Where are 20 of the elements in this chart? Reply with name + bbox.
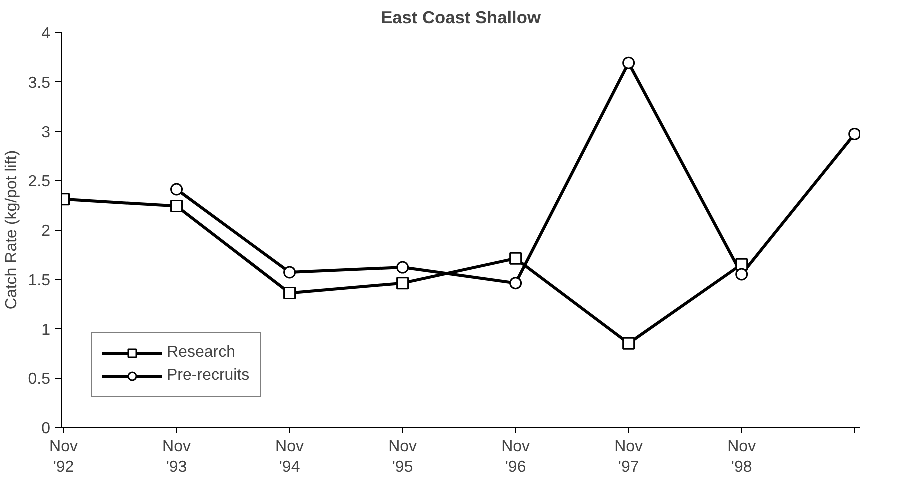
chart-title: East Coast Shallow xyxy=(381,8,542,28)
x-tick-label: Nov '96 xyxy=(502,438,530,476)
y-tick-label: 2.5 xyxy=(28,174,51,191)
x-tick-label: Nov '95 xyxy=(388,438,418,476)
y-tick-label: 1.5 xyxy=(28,272,51,290)
x-tick-label: Nov '93 xyxy=(162,438,191,476)
y-tick-label: 0.5 xyxy=(28,371,51,388)
y-axis-title: Catch Rate (kg/pot lift) xyxy=(3,150,20,310)
legend-label: Pre-recruits xyxy=(167,367,250,385)
y-tick-label: 0 xyxy=(42,420,51,438)
legend-label: Research xyxy=(167,344,236,362)
x-tick-label: Nov '97 xyxy=(614,438,644,476)
y-tick-label: 3 xyxy=(42,124,51,142)
y-tick-label: 3.5 xyxy=(28,74,51,92)
x-tick-label: Nov '92 xyxy=(50,438,78,476)
y-tick-label: 1 xyxy=(42,322,51,339)
x-tick-label: Nov '98 xyxy=(728,438,756,476)
y-tick-label: 4 xyxy=(42,26,51,42)
x-tick-label: Nov '94 xyxy=(276,438,304,476)
y-tick-label: 2 xyxy=(42,223,51,240)
